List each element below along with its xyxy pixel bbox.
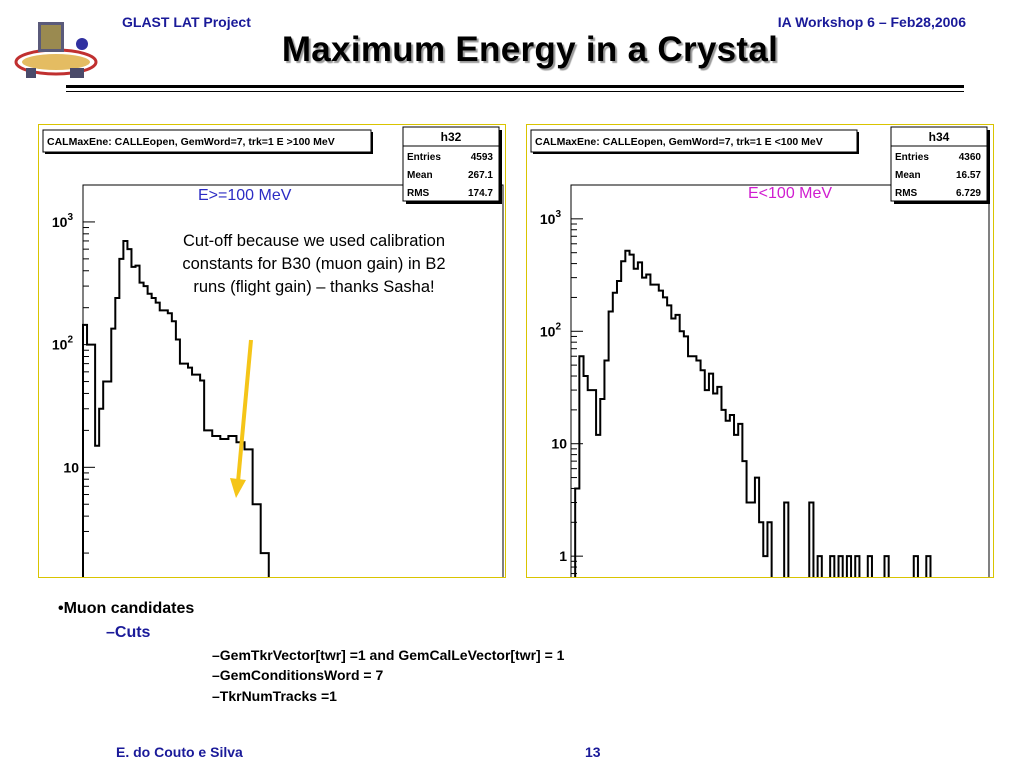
- y-tick-label: 103: [52, 212, 74, 230]
- cut-item: –GemTkrVector[twr] =1 and GemCalLeVector…: [212, 647, 565, 663]
- stats-name: h32: [441, 130, 462, 144]
- histogram-title: CALMaxEne: CALLEopen, GemWord=7, trk=1 E…: [47, 136, 335, 148]
- stats-label: Entries: [895, 152, 929, 163]
- stats-box: [402, 126, 500, 202]
- plot-frame: [570, 184, 990, 577]
- y-tick-label: 10: [63, 459, 79, 475]
- stats-name: h34: [929, 130, 950, 144]
- y-tick-label: 102: [540, 321, 562, 339]
- title-box: [530, 129, 858, 153]
- stats-label: Mean: [895, 170, 921, 181]
- header-project: GLAST LAT Project: [122, 14, 251, 30]
- label-high-energy: E>=100 MeV: [198, 187, 292, 204]
- stats-value: 4593: [471, 152, 494, 163]
- cut-item: –GemConditionsWord = 7: [212, 667, 384, 683]
- histogram-panel-high-energy: CALMaxEne: CALLEopen, GemWord=7, trk=1 E…: [38, 124, 506, 578]
- label-low-energy: E<100 MeV: [748, 185, 833, 202]
- stats-label: RMS: [895, 188, 918, 199]
- histogram-panel-low-energy: CALMaxEne: CALLEopen, GemWord=7, trk=1 E…: [526, 124, 994, 578]
- stats-value: 6.729: [956, 188, 981, 199]
- title-rule: [66, 85, 964, 88]
- histogram-h34: CALMaxEne: CALLEopen, GemWord=7, trk=1 E…: [530, 126, 990, 577]
- stats-label: RMS: [407, 188, 430, 199]
- cutoff-note: Cut-off because we used calibration cons…: [182, 232, 446, 296]
- title-box: [42, 129, 372, 153]
- glast-logo: [14, 22, 98, 78]
- bullet-cuts: –Cuts: [106, 624, 151, 641]
- y-tick-label: 102: [52, 335, 74, 353]
- stats-label: Entries: [407, 152, 441, 163]
- slide-title: Maximum Energy in a Crystal: [281, 30, 779, 69]
- page-number: 13: [585, 744, 601, 760]
- stats-value: 4360: [959, 152, 982, 163]
- header-workshop: IA Workshop 6 – Feb28,2006: [777, 14, 966, 30]
- histogram-series: [574, 249, 932, 577]
- stats-value: 16.57: [956, 170, 981, 181]
- stats-value: 174.7: [468, 188, 493, 199]
- y-tick-label: 1: [559, 548, 567, 564]
- stats-label: Mean: [407, 170, 433, 181]
- title-rule-thin: [66, 91, 964, 92]
- stats-value: 267.1: [468, 170, 493, 181]
- stats-box: [890, 126, 988, 202]
- cut-item: –TkrNumTracks =1: [212, 688, 337, 704]
- bullet-muon-candidates: •Muon candidates: [58, 600, 195, 617]
- footer-author: E. do Couto e Silva: [116, 744, 243, 760]
- y-tick-label: 10: [551, 436, 567, 452]
- y-tick-label: 103: [540, 209, 562, 227]
- histogram-title: CALMaxEne: CALLEopen, GemWord=7, trk=1 E…: [535, 136, 823, 148]
